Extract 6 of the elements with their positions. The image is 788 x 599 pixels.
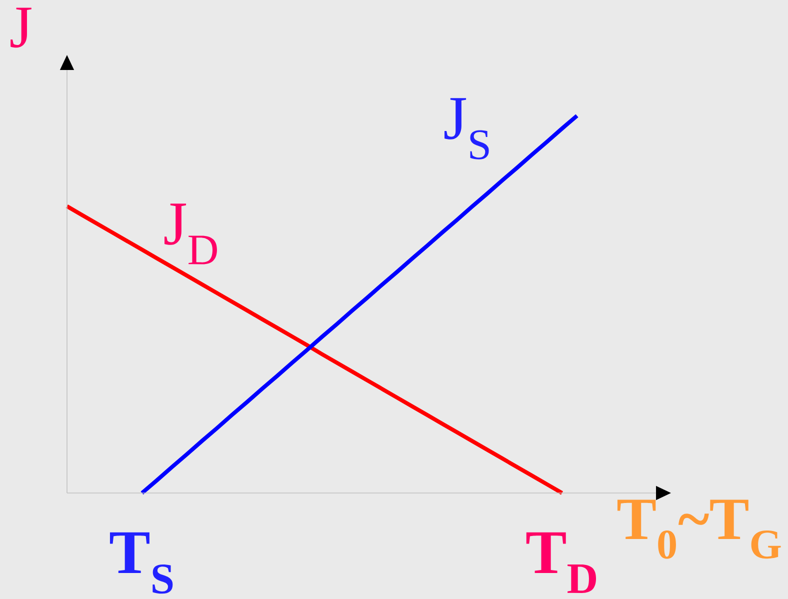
x-tick-label: T$_{D}$	[526, 532, 596, 593]
y-axis-title: J	[10, 8, 32, 48]
series-label: J$_{S}$	[444, 98, 489, 160]
x-tick-label: T$_{S}$	[110, 532, 173, 594]
series-label: J$_{D}$	[164, 204, 217, 264]
x-axis-title: T$_{0}$~T$_{G}$	[617, 500, 781, 559]
